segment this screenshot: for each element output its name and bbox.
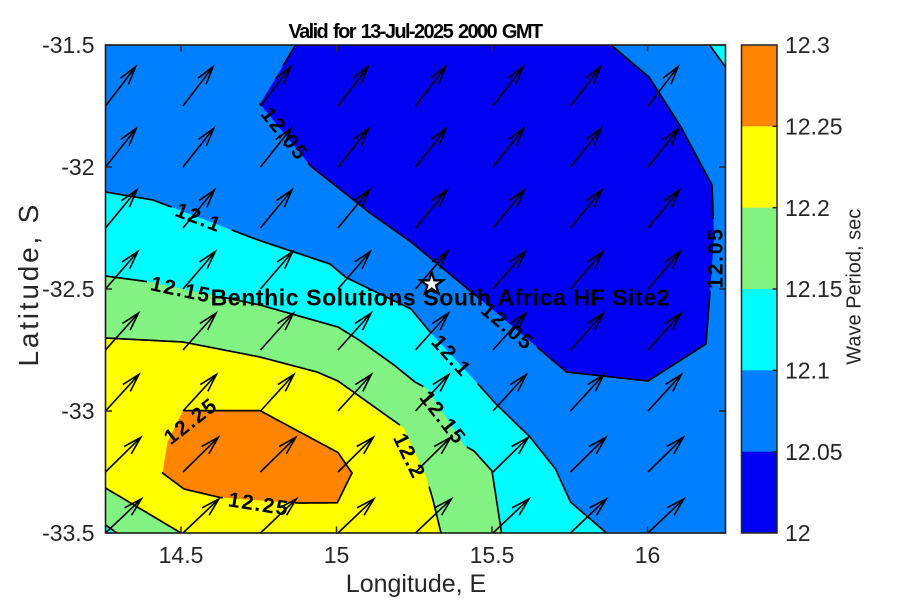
svg-text:Valid for 13-Jul-2025 2000 GMT: Valid for 13-Jul-2025 2000 GMT [288,21,542,43]
svg-text:15: 15 [324,542,350,568]
svg-text:Longitude, E: Longitude, E [346,570,486,598]
svg-text:12.05: 12.05 [705,227,728,289]
svg-text:12.1: 12.1 [785,358,830,384]
svg-text:12.3: 12.3 [785,32,830,58]
svg-text:15.5: 15.5 [470,542,515,568]
svg-text:14.5: 14.5 [159,542,204,568]
svg-text:16: 16 [635,542,661,568]
svg-text:Benthic Solutions South Africa: Benthic Solutions South Africa HF Site2 [211,285,671,311]
svg-text:12.2: 12.2 [785,195,830,221]
svg-text:-32: -32 [61,154,94,180]
svg-text:12.05: 12.05 [785,439,843,465]
svg-text:12.15: 12.15 [785,276,843,302]
svg-text:-33: -33 [61,398,94,424]
svg-text:Wave Period, sec: Wave Period, sec [843,209,865,365]
svg-text:-32.5: -32.5 [42,276,94,302]
svg-text:-33.5: -33.5 [42,520,94,546]
svg-text:-31.5: -31.5 [42,32,94,58]
svg-text:Latitude, S: Latitude, S [13,202,44,367]
svg-text:12: 12 [785,520,811,546]
svg-text:12.25: 12.25 [785,114,843,140]
